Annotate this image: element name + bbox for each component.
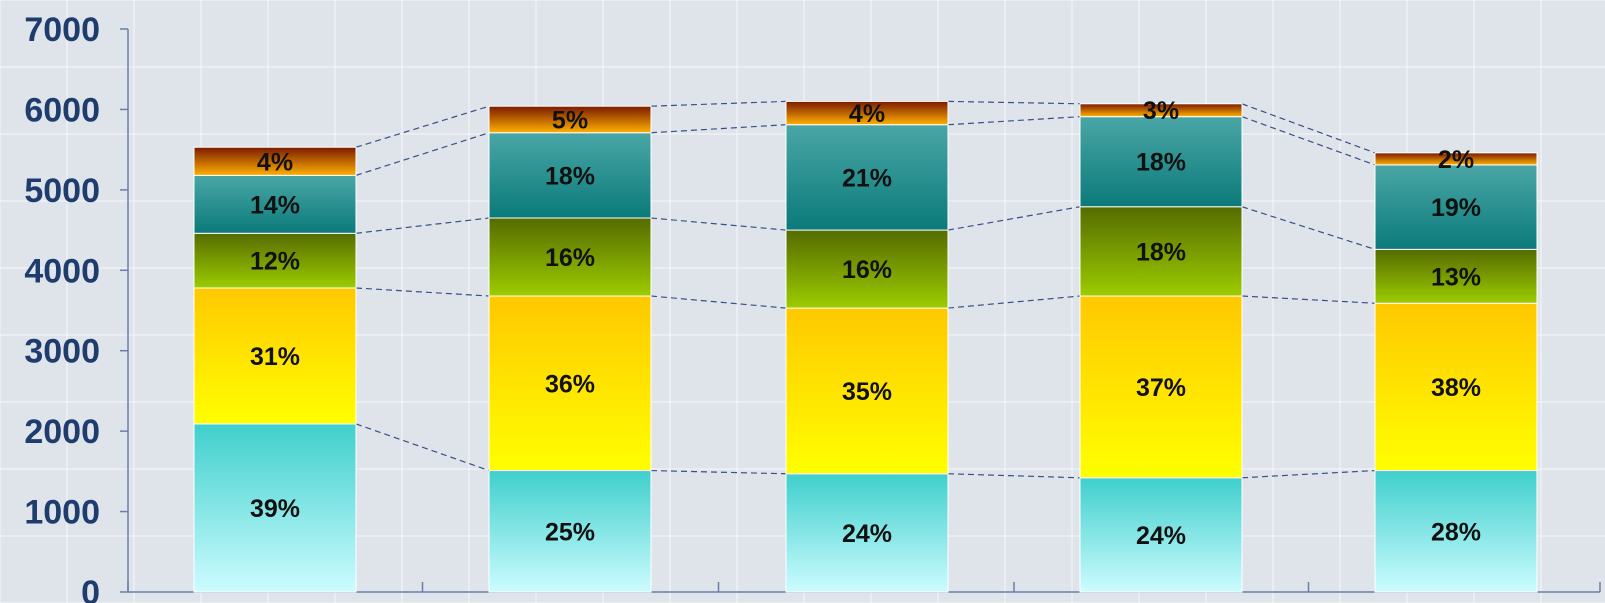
y-tick-label: 7000 [24, 11, 100, 49]
data-label: 14% [250, 191, 300, 219]
y-tick-label: 1000 [24, 494, 100, 532]
data-label: 36% [545, 370, 595, 398]
bar-segment [1374, 248, 1538, 304]
data-label: 37% [1136, 374, 1186, 402]
data-label: 24% [1136, 522, 1186, 550]
data-label: 24% [842, 520, 892, 548]
connector-line [1241, 295, 1376, 304]
series-1 [193, 423, 1538, 593]
bar-segment [1079, 295, 1243, 479]
data-label: 2% [1438, 146, 1474, 174]
bar-segment [1374, 302, 1538, 472]
y-tick-label: 0 [81, 574, 100, 603]
data-label: 13% [1431, 263, 1481, 291]
connector-line [1241, 103, 1376, 154]
data-label: 18% [1136, 238, 1186, 266]
bar-segment [1079, 477, 1243, 593]
y-tick-label: 3000 [24, 333, 100, 371]
connector-line [650, 295, 787, 309]
connector-line [947, 295, 1081, 309]
bar-segment [785, 100, 949, 126]
data-label: 16% [842, 256, 892, 284]
series-5 [193, 100, 1538, 176]
bar-segment [488, 105, 652, 134]
series-3 [193, 206, 1538, 309]
connector-line [1241, 116, 1376, 166]
bar-segment [785, 124, 949, 231]
connector-lines [355, 100, 1376, 479]
y-tick-label: 4000 [24, 252, 100, 290]
connector-line [355, 423, 490, 472]
bar-segment [785, 307, 949, 475]
data-label: 5% [552, 106, 588, 134]
data-label: 16% [545, 244, 595, 272]
data-label: 4% [257, 148, 293, 176]
connector-line [947, 206, 1081, 231]
data-label: 31% [250, 343, 300, 371]
connector-line [355, 105, 490, 148]
bar-segment [193, 174, 357, 234]
bar-segment [193, 423, 357, 593]
connector-line [947, 100, 1081, 105]
data-label: 39% [250, 495, 300, 523]
connector-line [650, 469, 787, 475]
series-4 [193, 116, 1538, 250]
series-2 [193, 287, 1538, 479]
data-label: 35% [842, 378, 892, 406]
data-label: 38% [1431, 374, 1481, 402]
connector-line [650, 124, 787, 134]
connector-line [1241, 469, 1376, 479]
bar-segment [1079, 206, 1243, 297]
bar-segment [488, 132, 652, 219]
data-label: 28% [1431, 518, 1481, 546]
bar-segment [1079, 103, 1243, 118]
bar-segment [488, 470, 652, 593]
bar-segment [1374, 152, 1538, 166]
connector-line [355, 217, 490, 234]
bar-segment [488, 295, 652, 472]
data-label: 25% [545, 518, 595, 546]
bar-segment [1374, 470, 1538, 593]
bar-segment [193, 287, 357, 425]
y-tick-label: 5000 [24, 172, 100, 210]
data-label: 19% [1431, 194, 1481, 222]
bar-segment [193, 146, 357, 176]
data-label: 4% [849, 100, 885, 128]
data-label: 3% [1143, 97, 1179, 125]
connector-line [650, 217, 787, 231]
data-label: 18% [1136, 149, 1186, 177]
connector-line [947, 116, 1081, 126]
bar-segment [1079, 116, 1243, 208]
data-label: 21% [842, 164, 892, 192]
bar-segment [785, 473, 949, 593]
data-label: 12% [250, 248, 300, 276]
y-tick-label: 2000 [24, 413, 100, 451]
connector-line [650, 100, 787, 107]
bar-segment [785, 229, 949, 309]
connector-line [355, 132, 490, 176]
data-label: 18% [545, 162, 595, 190]
connector-line [355, 287, 490, 297]
bar-segment [1374, 164, 1538, 250]
connector-line [1241, 206, 1376, 250]
bar-segment [488, 217, 652, 297]
bar-segment [193, 232, 357, 289]
connector-line [947, 473, 1081, 479]
y-tick-label: 6000 [24, 91, 100, 129]
